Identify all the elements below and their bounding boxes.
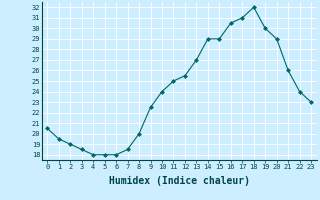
X-axis label: Humidex (Indice chaleur): Humidex (Indice chaleur) (109, 176, 250, 186)
